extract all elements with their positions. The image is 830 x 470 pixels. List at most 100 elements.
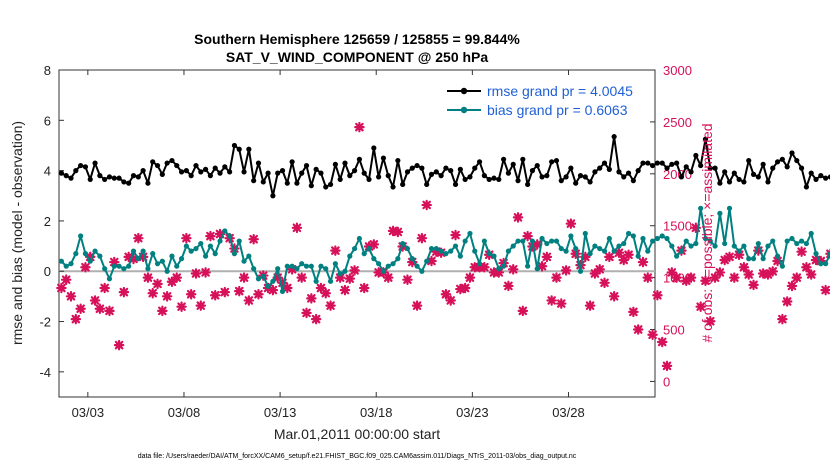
bias-point [549,238,555,244]
rmse-point [616,169,622,175]
bias-point [347,253,353,259]
rmse-point [486,176,492,183]
x-tick-label: 03/08 [168,405,201,420]
bias-point [227,233,233,239]
obs-count-marker [349,265,360,276]
obs-count-marker [459,282,471,294]
rmse-point [414,162,420,169]
obs-count-marker [690,222,702,234]
obs-count-marker [243,295,255,306]
rmse-point [664,165,670,171]
bias-point [808,230,814,237]
legend-bias-marker [460,106,468,114]
bias-point [178,256,185,262]
obs-count-marker [820,284,830,296]
bias-point [135,256,141,262]
obs-count-marker [637,256,649,268]
bias-point [702,235,709,242]
rmse-point [92,160,98,166]
bias-point [126,263,132,269]
obs-count-marker [671,272,682,283]
obs-count-marker [334,272,346,283]
bias-point [717,210,723,216]
bias-point [337,271,343,277]
rmse-point [491,175,497,181]
obs-count-marker [757,268,769,279]
obs-count-marker [118,286,130,298]
rmse-point [779,156,785,162]
bias-point [818,261,824,267]
x-axis-label: Mar.01,2011 00:00:00 start [274,426,440,442]
obs-count-marker [733,249,745,261]
rmse-point [246,146,252,152]
bias-point [779,263,785,269]
bias-point [770,238,776,244]
obs-count-marker [580,251,591,263]
rmse-point [808,170,814,176]
rmse-point [736,176,742,183]
bias-point [318,263,324,269]
rmse-point [688,169,694,175]
obs-count-marker [233,285,245,297]
bias-point [774,253,781,259]
bias-point [750,256,757,262]
rmse-point [150,159,156,165]
bias-point [452,243,459,249]
bias-point [169,253,175,259]
rmse-point [750,171,757,177]
bias-point [438,248,444,254]
bias-point [563,248,569,254]
rmse-point [130,173,137,179]
rmse-point [438,173,444,179]
obs-count-marker [700,275,711,286]
bias-point [784,238,790,244]
rmse-point [481,173,487,179]
bias-point [472,248,478,254]
rmse-point [207,173,214,179]
rmse-point [592,169,598,175]
rmse-point [313,166,319,172]
obs-count-marker [805,269,817,280]
obs-count-marker [339,284,351,296]
right-tick-label: 500 [663,323,685,338]
rmse-point [515,178,521,184]
obs-count-marker [195,300,207,311]
obs-count-marker [407,256,418,268]
obs-count-marker [387,225,399,237]
obs-count-marker [517,305,529,317]
y-tick-label: 6 [44,113,51,128]
rmse-point [731,170,737,176]
obs-count-marker [421,199,432,211]
obs-count-marker [570,248,581,260]
bias-point [827,251,830,257]
obs-count-marker [705,315,716,327]
bias-point [217,238,223,244]
obs-count-marker [301,307,312,319]
rmse-point [573,180,579,186]
bias-point [183,243,189,249]
bias-point [294,266,300,272]
bias-point [409,256,415,262]
bias-point [58,258,65,264]
bias-point [674,253,680,259]
rmse-point [693,152,699,159]
bias-point [145,266,151,272]
rmse-point [597,165,603,171]
rmse-point [361,170,367,176]
rmse-point [376,174,382,180]
bias-series [58,205,830,294]
rmse-point [558,178,564,184]
obs-count-marker [608,291,620,302]
bias-point [428,245,435,252]
bias-point [616,243,622,249]
obs-count-marker [772,255,783,267]
bias-point [601,248,608,254]
rmse-point [366,176,372,183]
rmse-point [539,174,545,180]
bias-point [385,263,391,269]
bias-point [649,238,656,244]
obs-count-marker [628,306,639,318]
rmse-point [582,174,588,180]
obs-count-marker [623,249,634,261]
rmse-point [164,160,170,166]
